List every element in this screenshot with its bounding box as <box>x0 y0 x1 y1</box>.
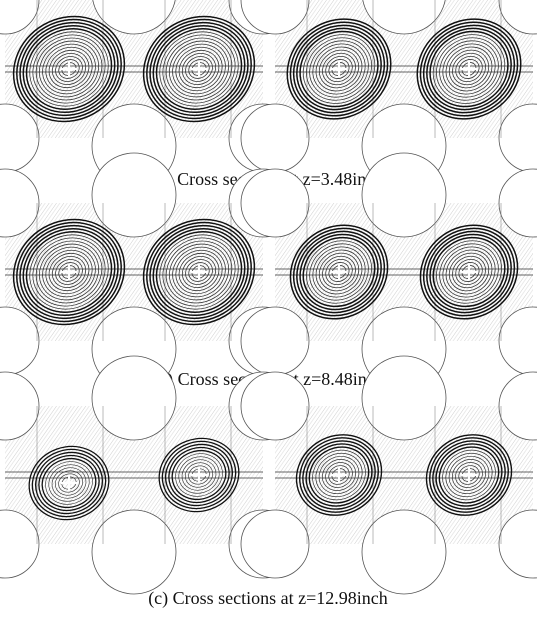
rod <box>241 104 309 172</box>
rod <box>362 356 446 440</box>
rod <box>362 510 446 594</box>
rod <box>362 153 446 237</box>
rod <box>241 169 309 237</box>
caption: (c) Cross sections at z=12.98inch <box>148 588 388 609</box>
rod <box>92 356 176 440</box>
rod <box>241 307 309 375</box>
streamline-panel <box>241 356 537 594</box>
page: (a) Cross sections at z=3.48inch (b) Cro… <box>0 0 537 616</box>
rod <box>241 510 309 578</box>
figure: (a) Cross sections at z=3.48inch (b) Cro… <box>0 0 537 616</box>
rod <box>92 510 176 594</box>
streamline-panel <box>241 153 537 391</box>
rod <box>241 372 309 440</box>
rod <box>92 153 176 237</box>
